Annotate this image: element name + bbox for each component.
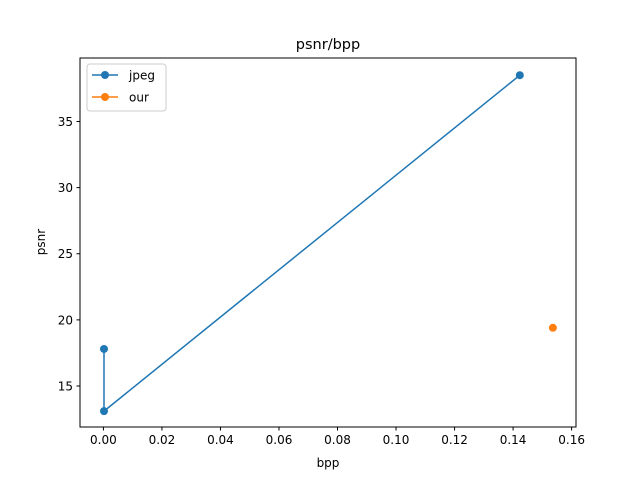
x-tick-label: 0.00: [90, 433, 117, 447]
series-layer: [99, 71, 557, 416]
data-point: [548, 323, 557, 332]
legend-item: our: [92, 91, 149, 105]
y-tick-label: 15: [58, 380, 73, 394]
y-tick-label: 25: [58, 247, 73, 261]
y-axis-ticks: 15 20 25 30 35: [58, 115, 80, 394]
x-tick-label: 0.10: [383, 433, 410, 447]
series-line: [103, 74, 521, 412]
x-tick-label: 0.02: [149, 433, 176, 447]
legend-marker: [101, 71, 109, 79]
y-tick-label: 35: [58, 115, 73, 129]
x-axis-label: bpp: [317, 456, 340, 470]
legend-label: our: [129, 91, 149, 105]
x-tick-label: 0.08: [324, 433, 351, 447]
x-tick-label: 0.14: [500, 433, 527, 447]
legend-item: jpeg: [92, 69, 155, 83]
x-tick-label: 0.12: [441, 433, 468, 447]
y-tick-label: 30: [58, 181, 73, 195]
x-tick-label: 0.06: [266, 433, 293, 447]
data-point: [99, 407, 108, 416]
data-point: [515, 71, 524, 80]
data-point: [99, 344, 108, 353]
x-axis-ticks: 0.00 0.02 0.04 0.06 0.08 0.10 0.12 0.14 0.16: [90, 427, 585, 447]
legend-label: jpeg: [128, 69, 155, 83]
series-jpeg: [99, 71, 524, 416]
plot-area: [79, 57, 577, 428]
y-tick-label: 20: [58, 313, 73, 327]
legend-marker: [101, 93, 109, 101]
x-tick-label: 0.04: [207, 433, 234, 447]
series-our: [548, 323, 557, 332]
chart-title: psnr/bpp: [296, 37, 360, 53]
x-tick-label: 0.16: [558, 433, 585, 447]
plot-frame: [79, 57, 577, 428]
legend: jpeg our: [86, 63, 167, 112]
y-axis-label: psnr: [34, 229, 48, 255]
